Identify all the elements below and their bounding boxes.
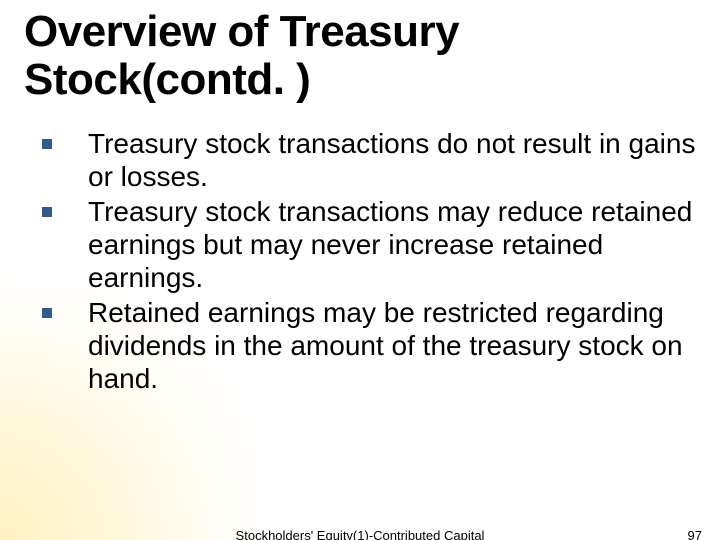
page-number: 97 — [688, 528, 702, 540]
square-bullet-icon — [42, 207, 52, 217]
list-item: Retained earnings may be restricted rega… — [42, 296, 696, 395]
slide-title: Overview of Treasury Stock(contd. ) — [24, 8, 696, 103]
bullet-text: Treasury stock transactions may reduce r… — [88, 196, 692, 293]
square-bullet-icon — [42, 308, 52, 318]
bullet-text: Treasury stock transactions do not resul… — [88, 128, 695, 192]
slide-container: Overview of Treasury Stock(contd. ) Trea… — [0, 0, 720, 540]
bullet-list: Treasury stock transactions do not resul… — [24, 127, 696, 395]
footer-text: Stockholders' Equity(1)-Contributed Capi… — [236, 528, 485, 540]
list-item: Treasury stock transactions do not resul… — [42, 127, 696, 193]
bullet-text: Retained earnings may be restricted rega… — [88, 297, 683, 394]
square-bullet-icon — [42, 139, 52, 149]
list-item: Treasury stock transactions may reduce r… — [42, 195, 696, 294]
